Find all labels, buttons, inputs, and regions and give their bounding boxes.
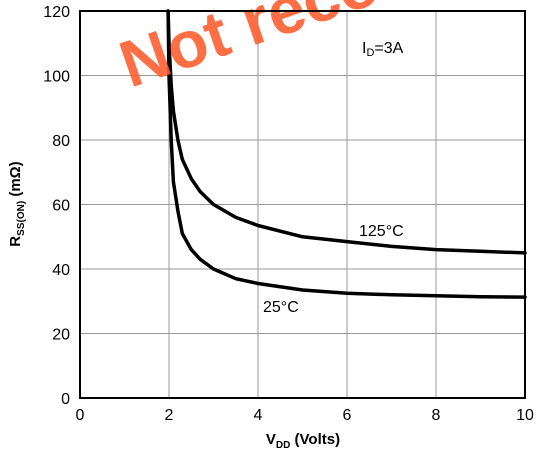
y-tick-label: 0 [61, 391, 70, 408]
x-axis-title-rest: (Volts) [290, 431, 340, 448]
drain-current-annotation: ID=3A [362, 40, 404, 59]
y-tick-label: 20 [52, 327, 70, 344]
x-tick-label: 8 [432, 407, 441, 424]
x-tick-label: 6 [343, 407, 352, 424]
series-line-0 [166, 9, 527, 255]
annotation-subscript: D [366, 47, 374, 59]
y-axis-title-subscript: SS(ON) [16, 201, 27, 236]
x-tick-label: 4 [254, 407, 263, 424]
x-tick-labels: 0 2 4 6 8 10 [76, 407, 534, 424]
y-tick-label: 120 [43, 4, 70, 21]
x-tick-label: 0 [76, 407, 85, 424]
y-tick-label: 100 [43, 69, 70, 86]
y-tick-label: 60 [52, 198, 70, 215]
watermark: Not recommended [110, 0, 537, 101]
watermark-text: Not recommended [110, 0, 537, 101]
y-axis-title-rest: (mΩ) [7, 161, 24, 201]
y-axis-title: RSS(ON) (mΩ) [7, 161, 27, 246]
y-tick-labels: 0 20 40 60 80 100 120 [43, 4, 70, 408]
x-axis-title-main: V [266, 431, 276, 448]
y-axis-title-main: R [7, 236, 24, 247]
annotation-main: I [362, 40, 366, 57]
series-lines [166, 9, 527, 299]
series-line-1 [166, 9, 527, 299]
plot-frame [79, 10, 526, 399]
x-axis-title: VDD (Volts) [266, 431, 340, 451]
y-tick-label: 40 [52, 262, 70, 279]
series-label-25c: 25°C [263, 299, 299, 316]
annotation-rest: =3A [374, 40, 403, 57]
x-tick-label: 2 [165, 407, 174, 424]
x-axis-title-subscript: DD [276, 440, 290, 451]
gridlines [80, 11, 525, 398]
series-label-125c: 125°C [359, 223, 404, 240]
x-tick-label: 10 [516, 407, 534, 424]
y-tick-label: 80 [52, 133, 70, 150]
